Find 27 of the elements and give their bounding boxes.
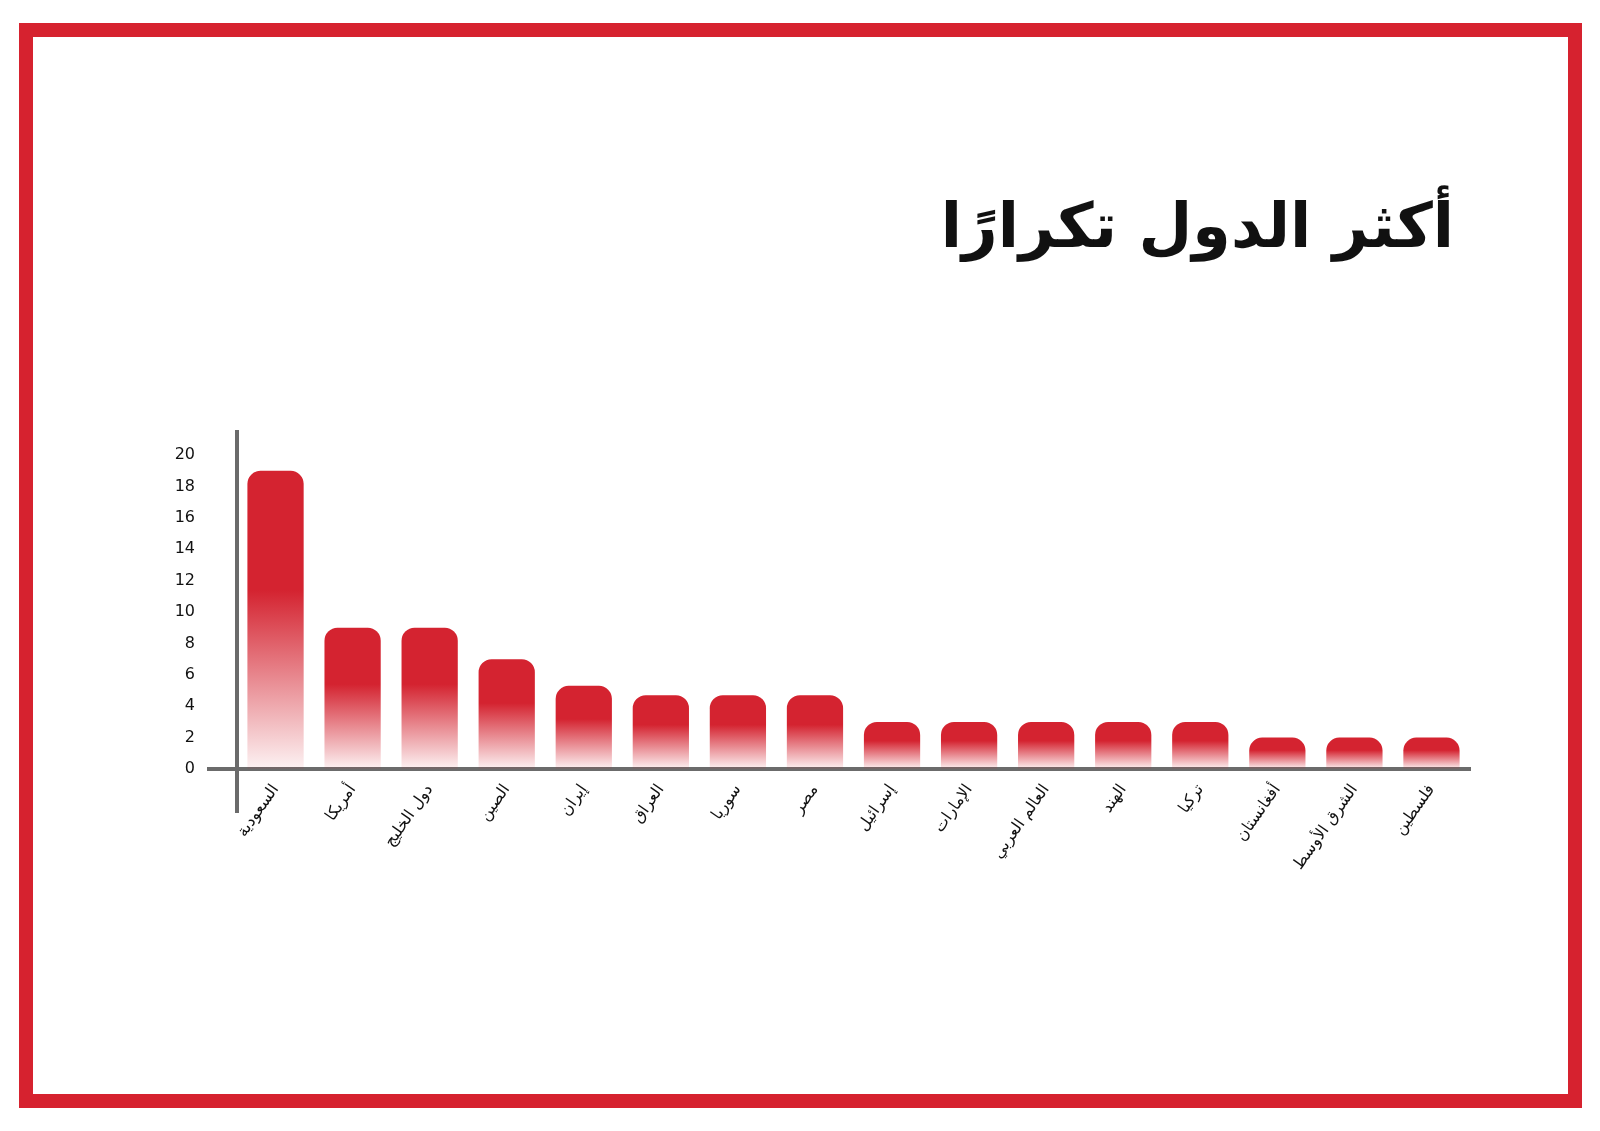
x-tick-label: الصين [474, 780, 515, 825]
y-tick-label: 2 [184, 726, 195, 746]
x-tick-label: إيران [555, 780, 592, 820]
y-tick-label: 14 [174, 538, 195, 558]
y-tick-label: 4 [184, 695, 195, 715]
y-tick-label: 20 [174, 444, 195, 464]
x-tick-label: أمريكا [319, 779, 361, 825]
x-tick-label: العالم العربي [987, 780, 1054, 863]
y-tick-label: 0 [184, 758, 195, 778]
y-tick-label: 10 [174, 601, 195, 621]
x-tick-label: فلسطين [1389, 780, 1439, 839]
y-tick-label: 12 [174, 569, 195, 589]
x-tick-label: تركيا [1173, 780, 1208, 817]
chart-title: أكثر الدول تكرارًا [940, 186, 1454, 264]
x-tick-label: العراق [627, 780, 669, 827]
y-tick-label: 16 [174, 507, 195, 527]
x-tick-label: الهند [1097, 780, 1131, 817]
x-tick-label: سوريا [706, 780, 746, 824]
y-tick-label: 6 [184, 664, 195, 683]
x-tick-label: الإمارات [929, 780, 977, 837]
x-tick-label: إسرائيل [853, 780, 900, 835]
x-tick-label: دول الخليج [379, 780, 438, 851]
x-tick-label: الشرق الأوسط [1287, 779, 1362, 874]
y-tick-label: 8 [184, 632, 195, 652]
y-tick-label: 18 [174, 475, 195, 495]
x-tick-label: مصر [787, 780, 823, 819]
x-tick-label: أفغانستان [1230, 779, 1285, 845]
